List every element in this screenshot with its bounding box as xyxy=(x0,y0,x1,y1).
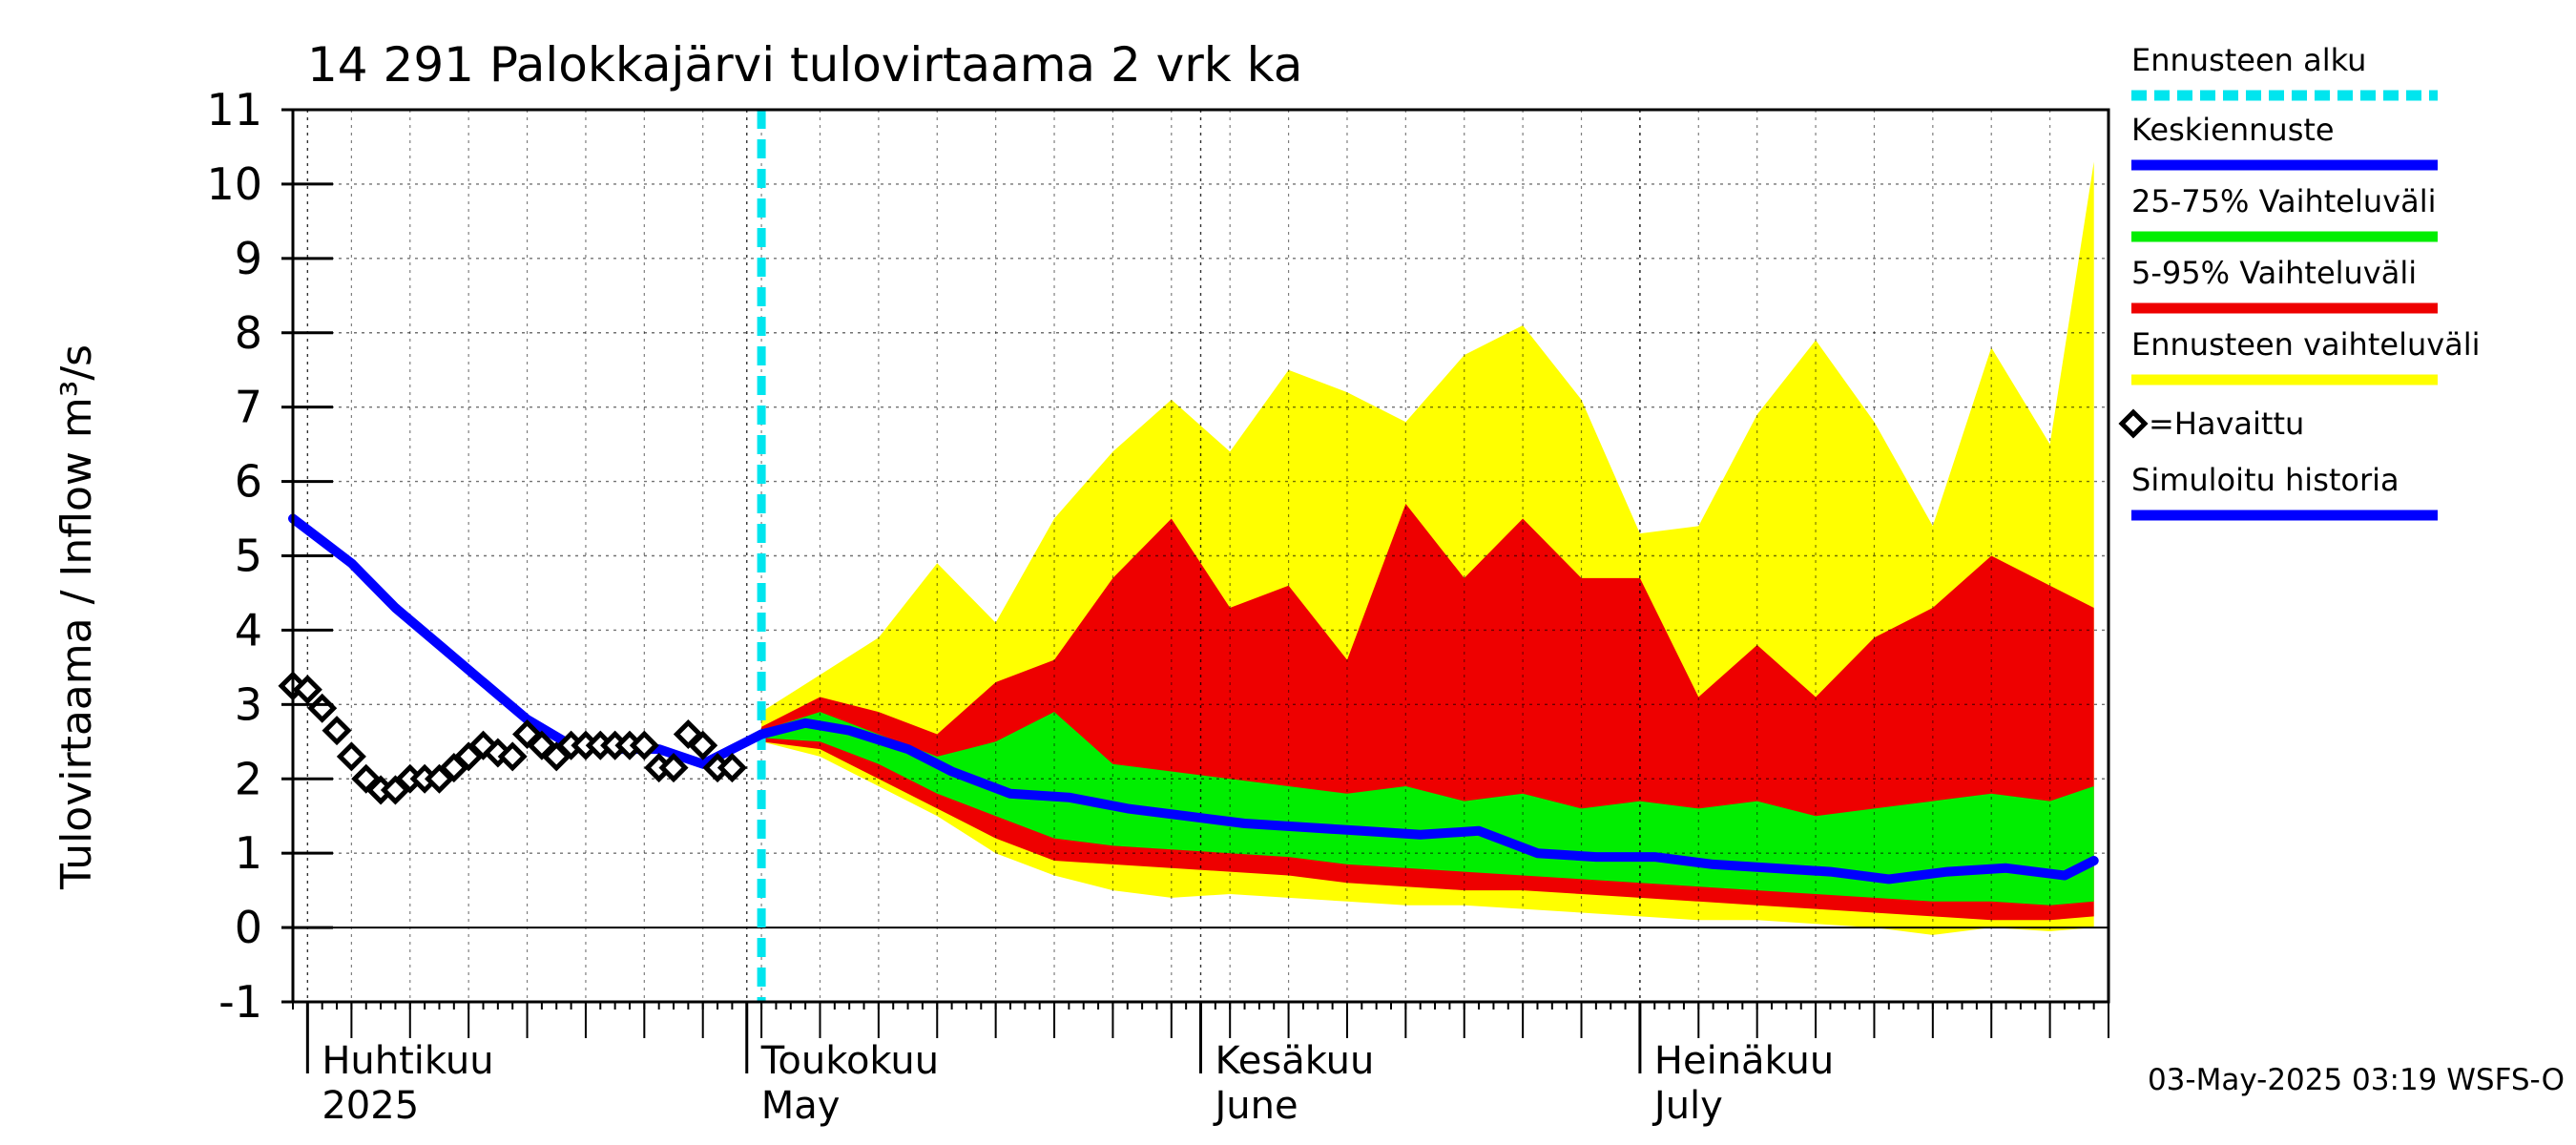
legend-label: Simuloitu historia xyxy=(2131,462,2399,498)
forecast-bands xyxy=(761,161,2094,935)
y-tick-label: 9 xyxy=(235,233,262,284)
y-tick-label: -1 xyxy=(218,976,262,1028)
legend-label: 5-95% Vaihteluväli xyxy=(2131,255,2417,291)
legend-label: =Havaittu xyxy=(2149,406,2304,442)
y-tick-label: 4 xyxy=(235,604,262,656)
month-label-en: July xyxy=(1652,1084,1723,1128)
month-label-fi: Toukokuu xyxy=(760,1039,939,1083)
y-tick-label: 11 xyxy=(206,84,262,135)
y-axis-label: Tulovirtaama / Inflow m³/s xyxy=(52,344,101,890)
mean-forecast-line xyxy=(757,718,2099,885)
observed-point xyxy=(717,753,747,783)
observed-point xyxy=(322,716,352,746)
observed-point xyxy=(688,730,718,760)
legend-label: 25-75% Vaihteluväli xyxy=(2131,183,2436,219)
band-25-75 xyxy=(761,712,2094,906)
month-label-fi: Huhtikuu xyxy=(322,1039,493,1083)
month-label-fi: Heinäkuu xyxy=(1654,1039,1834,1083)
legend: Ennusteen alku Keskiennuste 25-75% Vaihtel… xyxy=(2118,42,2481,521)
y-tick-label: 0 xyxy=(235,902,262,953)
y-tick-label: 7 xyxy=(235,382,262,433)
month-label-en: 2025 xyxy=(322,1084,419,1128)
legend-marker-observed xyxy=(2118,408,2149,439)
y-tick-labels: -1 0 1 2 3 4 5 6 7 8 9 10 11 xyxy=(206,84,262,1028)
month-label-fi: Kesäkuu xyxy=(1215,1039,1375,1083)
legend-label: Keskiennuste xyxy=(2131,112,2335,148)
observed-point xyxy=(497,741,528,772)
simulated-history-line xyxy=(288,513,767,769)
observed-point xyxy=(658,753,689,783)
timestamp-footer: 03-May-2025 03:19 WSFS-O xyxy=(2148,1063,2565,1097)
legend-label: Ennusteen alku xyxy=(2131,42,2366,78)
series-lines xyxy=(278,110,2099,1002)
y-tick-label: 10 xyxy=(206,158,262,210)
observed-point xyxy=(307,693,338,723)
observed-point xyxy=(629,730,659,760)
month-label-en: May xyxy=(761,1084,841,1128)
y-tick-label: 8 xyxy=(235,307,262,359)
y-tick-label: 2 xyxy=(235,753,262,804)
legend-label: Ennusteen vaihteluväli xyxy=(2131,326,2481,363)
y-tick-label: 3 xyxy=(235,678,262,730)
chart-title: 14 291 Palokkajärvi tulovirtaama 2 vrk k… xyxy=(307,37,1302,93)
observed-point xyxy=(336,741,366,772)
axes xyxy=(281,108,2110,1073)
y-tick-label: 5 xyxy=(235,531,262,582)
y-tick-label: 1 xyxy=(235,827,262,879)
month-label-en: June xyxy=(1213,1084,1298,1128)
observed-point xyxy=(292,675,322,705)
y-tick-label: 6 xyxy=(235,456,262,508)
